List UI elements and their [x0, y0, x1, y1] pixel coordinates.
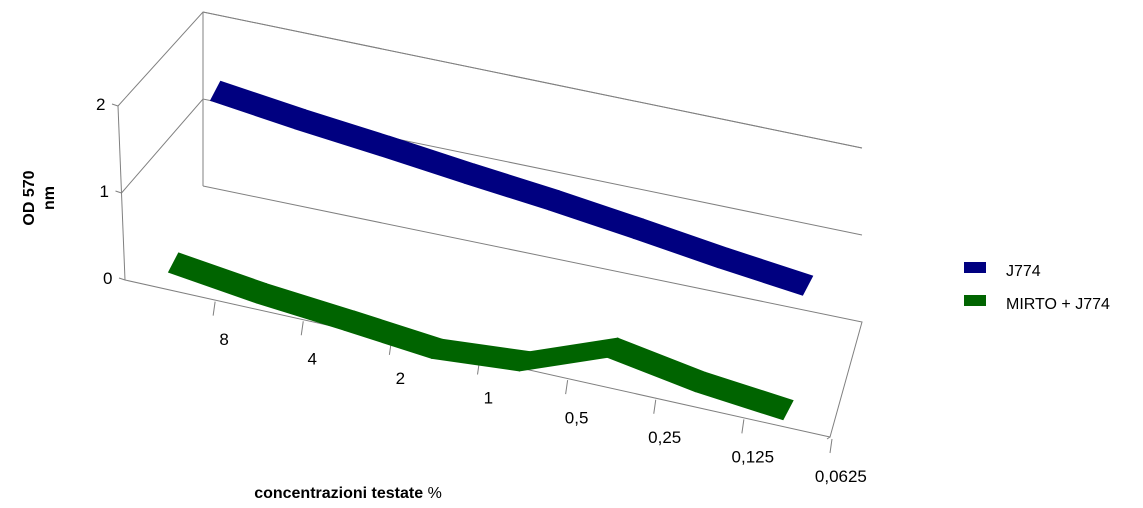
ribbon-segment [379, 135, 476, 184]
x-tick-label: 1 [484, 389, 493, 408]
ribbon-segment [294, 109, 391, 157]
series-j774 [209, 80, 814, 296]
series-ribbons [167, 80, 814, 421]
ribbon-segment [518, 337, 619, 372]
ribbon-segment [255, 283, 355, 331]
ribbon-segment [209, 80, 306, 130]
ribbon-segment [548, 190, 645, 239]
legend-swatch [964, 295, 986, 306]
gridline [117, 11, 863, 149]
x-tick-mark [565, 380, 569, 395]
x-tick-mark [829, 438, 833, 454]
front-right-corner [826, 436, 831, 440]
x-tick-label: 0,25 [648, 428, 681, 447]
y-tick-mark [111, 103, 119, 107]
gridline [121, 98, 863, 236]
x-tick-label: 2 [396, 369, 405, 388]
ribbon-segment [632, 218, 729, 269]
x-tick-mark [741, 419, 745, 434]
legend-label: MIRTO + J774 [1006, 296, 1110, 313]
legend-swatch [964, 262, 986, 273]
axis-labels: 01284210,50,250,1250,0625concentrazioni … [21, 95, 867, 502]
ribbon-segment [343, 310, 443, 360]
y-tick-label: 2 [96, 95, 105, 114]
y-tick-label: 0 [103, 269, 112, 288]
x-tick-mark [653, 399, 657, 414]
x-tick-label: 8 [219, 330, 228, 349]
y-tick-mark [115, 190, 122, 194]
x-tick-label: 0,125 [732, 448, 775, 467]
y-tick-label: 1 [100, 182, 109, 201]
ribbon-segment [606, 337, 707, 393]
legend: J774 MIRTO + J774 [964, 262, 1110, 313]
chart-walls [111, 11, 863, 454]
ribbon-segment [167, 252, 268, 304]
x-tick-label: 4 [307, 349, 316, 368]
x-tick-label: 0,0625 [815, 467, 867, 486]
y-axis-title: OD 570 nm [21, 170, 58, 225]
ribbon-segment [431, 338, 531, 372]
y-tick-mark [118, 277, 126, 281]
x-axis-title: concentrazioni testate % [254, 485, 442, 502]
series-mirto-j774 [167, 252, 794, 421]
x-tick-mark [212, 301, 216, 316]
ribbon-segment [463, 163, 560, 211]
ribbon-segment [717, 247, 814, 296]
x-tick-mark [300, 321, 304, 336]
legend-label: J774 [1006, 263, 1041, 280]
ribbon-segment [694, 371, 794, 421]
x-tick-label: 0,5 [565, 408, 589, 427]
